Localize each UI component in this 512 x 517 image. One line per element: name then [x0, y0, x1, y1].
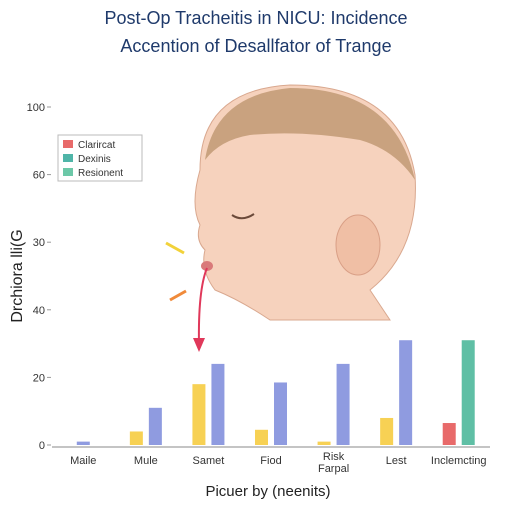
chart-subtitle: Accention of Desallfator of Trange — [120, 36, 391, 56]
y-tick-label: 30 — [33, 237, 45, 249]
x-tick-label: Mule — [134, 455, 158, 467]
x-tick-label: Fiod — [260, 455, 281, 467]
y-tick-label: 0 — [39, 440, 45, 452]
chart-title: Post-Op Tracheitis in NICU: Incidence — [104, 8, 407, 28]
bar — [380, 417, 394, 445]
x-tick-label: Maile — [70, 455, 96, 467]
x-axis-label: Picuer by (neenits) — [205, 483, 330, 500]
bar — [76, 441, 90, 445]
legend-label: Clarircat — [78, 140, 115, 151]
bar — [399, 340, 413, 445]
y-tick-label: 60 — [33, 170, 45, 182]
bar — [148, 407, 162, 445]
bar — [336, 363, 350, 445]
bar — [442, 423, 456, 445]
bar — [461, 340, 475, 445]
y-axis-label: Drchiora lli(G — [9, 229, 26, 322]
baby-illustration — [165, 84, 416, 352]
legend-label: Resionent — [78, 168, 123, 179]
legend-label: Dexinis — [78, 154, 111, 165]
y-tick-label: 20 — [33, 372, 45, 384]
bar — [255, 429, 268, 445]
y-tick-label: 100 — [27, 102, 45, 114]
bar — [129, 431, 143, 445]
y-tick-label: 40 — [33, 305, 45, 317]
x-tick-label: Inclemcting — [431, 455, 487, 467]
legend-swatch — [63, 154, 73, 162]
x-tick-label: Risk Farpal — [318, 451, 349, 475]
bar — [274, 382, 287, 445]
x-tick-label: Samet — [193, 455, 225, 467]
bar — [211, 363, 225, 445]
legend: Clarircat Dexinis Resionent — [57, 134, 143, 182]
legend-swatch — [63, 168, 73, 176]
bar — [192, 384, 206, 445]
bar — [317, 441, 331, 445]
x-tick-label: Lest — [386, 455, 407, 467]
legend-swatch — [63, 140, 73, 148]
